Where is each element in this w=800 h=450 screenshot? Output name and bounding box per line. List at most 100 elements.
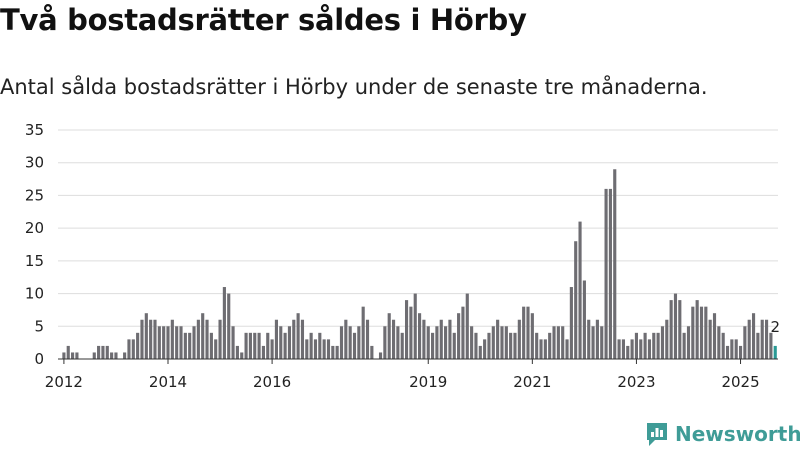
bar	[66, 345, 70, 359]
bar	[656, 332, 660, 359]
bar	[699, 306, 704, 359]
bar	[248, 332, 252, 359]
bar	[522, 306, 526, 359]
bar	[413, 293, 417, 359]
x-tick-label: 2025	[721, 373, 759, 391]
y-tick-label: 25	[25, 186, 44, 204]
bar	[283, 332, 287, 359]
bar	[704, 306, 708, 359]
bar	[630, 339, 634, 359]
bar	[582, 280, 586, 359]
bar	[665, 319, 669, 359]
bar	[378, 352, 383, 359]
bar	[504, 326, 508, 359]
bar	[708, 319, 712, 359]
bar	[448, 319, 452, 359]
bar	[75, 352, 79, 359]
bar	[179, 326, 183, 359]
bar	[712, 313, 717, 359]
bar	[647, 339, 652, 359]
x-tick-label: 2021	[513, 373, 551, 391]
bar	[548, 332, 552, 359]
bar	[509, 332, 513, 359]
chart-subtitle: Antal sålda bostadsrätter i Hörby under …	[0, 75, 708, 99]
bar	[110, 352, 114, 359]
bar	[444, 326, 448, 359]
bar	[270, 339, 274, 359]
bar	[175, 326, 179, 359]
bar	[734, 339, 738, 359]
brand-logo: Newsworthy	[645, 420, 800, 448]
bar	[292, 319, 296, 359]
bar	[617, 339, 621, 359]
bar	[634, 332, 639, 359]
bar	[725, 345, 730, 359]
bar	[418, 313, 422, 359]
bar	[227, 293, 231, 359]
bar	[691, 306, 695, 359]
y-tick-label: 0	[34, 350, 44, 368]
bar	[162, 326, 166, 359]
bar	[591, 326, 595, 359]
bar	[166, 326, 170, 359]
bar	[556, 326, 560, 359]
bar	[196, 319, 200, 359]
bar	[309, 332, 313, 359]
bar	[756, 332, 760, 359]
bar	[721, 332, 725, 359]
bar	[257, 332, 261, 359]
bar	[474, 332, 478, 359]
bar	[769, 332, 773, 359]
bar	[539, 339, 543, 359]
bar	[743, 326, 747, 359]
x-tick-label: 2016	[253, 373, 291, 391]
y-tick-label: 5	[34, 317, 44, 335]
bar	[465, 293, 469, 359]
bar	[400, 332, 404, 359]
bar	[71, 352, 75, 359]
bar	[457, 313, 461, 359]
bar	[643, 332, 647, 359]
x-tick-label: 2012	[45, 373, 83, 391]
bar	[370, 345, 374, 359]
bar	[387, 313, 391, 359]
bar	[92, 352, 96, 359]
bar	[760, 319, 764, 359]
bar	[483, 339, 487, 359]
bar	[127, 339, 131, 359]
bar	[747, 319, 751, 359]
bar	[652, 332, 656, 359]
bar	[391, 319, 396, 359]
y-tick-label: 35	[25, 121, 44, 139]
bar	[279, 326, 283, 359]
brand-name: Newsworthy	[675, 422, 800, 446]
bar	[335, 345, 339, 359]
x-tick-label: 2023	[617, 373, 655, 391]
bar	[261, 345, 265, 359]
bar	[222, 287, 226, 359]
bar	[461, 306, 465, 359]
bar	[339, 326, 344, 359]
x-tick-label: 2019	[409, 373, 447, 391]
bar	[287, 326, 292, 359]
bar	[574, 241, 578, 359]
bar	[218, 319, 222, 359]
bar	[626, 345, 630, 359]
bar	[426, 326, 430, 359]
bar	[235, 345, 239, 359]
bar	[361, 306, 365, 359]
bar	[435, 326, 439, 359]
bar	[526, 306, 530, 359]
bar	[201, 313, 205, 359]
bar	[543, 339, 547, 359]
x-tick-label: 2014	[149, 373, 187, 391]
bar	[738, 345, 743, 359]
bar	[101, 345, 105, 359]
bar	[153, 319, 157, 359]
bar	[439, 319, 443, 359]
bar	[105, 345, 109, 359]
bar	[496, 319, 500, 359]
bar	[322, 339, 326, 359]
bar	[274, 319, 279, 359]
